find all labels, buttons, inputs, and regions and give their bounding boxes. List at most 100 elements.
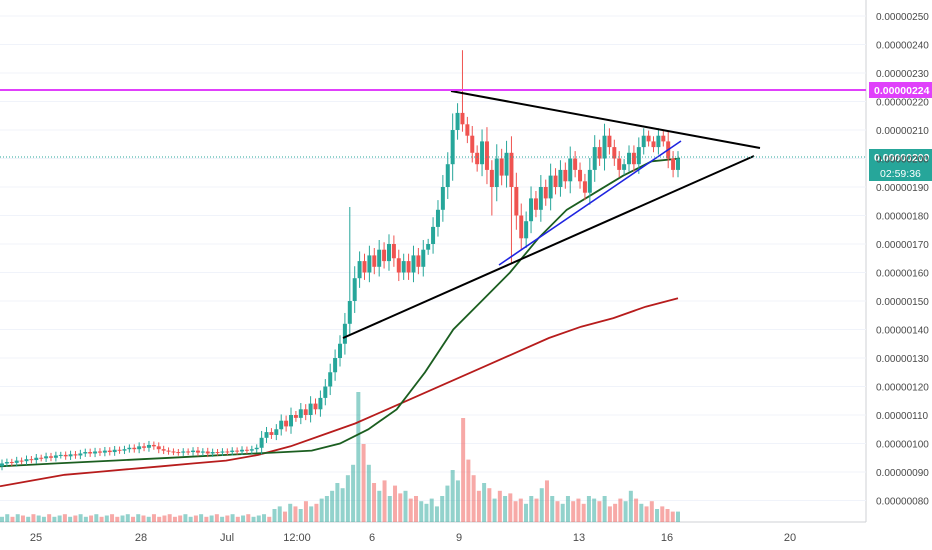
candle-down [416,247,421,275]
volume-bar [141,515,146,522]
candle-up [440,175,445,222]
ma-long-line [0,297,679,488]
candle-down [382,242,387,269]
candle-down [284,415,289,432]
volume-bar [157,516,162,522]
volume-bar [644,506,649,522]
volume-bar [104,515,109,522]
y-tick-label: 0.00000250 [876,12,929,23]
triangle-upper-trendline[interactable] [450,90,761,149]
candle-up [504,140,509,188]
triangle-lower-trendline[interactable] [342,155,755,339]
volume-bar [251,516,256,522]
volume-bar [199,514,204,522]
volume-bar [356,392,361,522]
x-tick-label: Jul [220,532,234,544]
y-tick-label: 0.00000220 [876,98,929,109]
volume-bar [26,516,31,522]
volume-bar [571,501,576,522]
volume-bar [618,498,623,522]
candle-down [671,151,676,178]
candle-up [435,200,440,237]
candle-up [230,447,235,456]
candle-down [156,442,161,454]
candle-up [622,159,627,176]
volume-bar [424,503,429,522]
candle-up [592,135,597,182]
candle-down [612,139,617,166]
volume-bar [655,509,660,522]
candle-up [83,448,88,457]
volume-bar [476,490,481,522]
candle-down [475,145,480,172]
volume-bar [57,515,62,522]
candle-down [553,168,558,195]
volume-bar [303,501,308,522]
volume-bar [131,516,136,522]
x-tick-label: 25 [30,532,42,544]
candle-up [641,128,646,155]
volume-bar [20,515,25,522]
candle-up [146,440,151,452]
candle-up [568,146,573,194]
volume-bar [10,516,15,522]
candle-down [225,448,230,456]
volume-bar [471,475,476,522]
volume-bar [193,515,198,522]
volume-bar [351,464,356,522]
channel-support-line[interactable] [498,140,682,266]
candle-down [372,247,377,275]
candle-up [411,245,416,283]
volume-bar [434,506,439,522]
plot-area[interactable] [0,0,866,522]
candle-up [401,253,406,280]
volume-bar [5,514,10,522]
volume-bar [529,496,534,522]
candle-down [519,203,524,251]
candle-up [656,128,661,155]
volume-bar [413,496,418,522]
last-price-label: 0.00000200 [874,152,930,164]
candle-up [676,151,680,178]
y-tick-label: 0.00000090 [876,468,929,479]
candle-up [494,144,499,202]
candle-down [9,458,14,467]
candle-up [352,266,357,313]
volume-bar [366,464,371,522]
volume-bar [382,480,387,522]
volume-bar [539,488,544,522]
volume-bar [225,515,230,522]
volume-bar [99,516,104,522]
candle-down [293,411,298,422]
y-tick-label: 0.00000240 [876,41,929,52]
candle-down [161,445,166,455]
volume-bar [387,496,392,522]
candle-up [377,240,382,277]
candle-up [529,186,534,234]
candle-up [421,240,426,277]
volume-bar [518,498,523,522]
volume-bar [267,516,272,522]
volume-bar [482,483,487,522]
volume-bar [555,501,560,522]
candle-down [205,447,210,458]
candle-down [484,127,489,185]
candle-up [587,157,592,205]
volume-bar [0,516,4,522]
volume-bar [550,496,555,522]
volume-bar [241,515,246,522]
candle-down [73,451,78,459]
candle-up [127,444,132,453]
candle-up [558,160,563,197]
price-line-badge [869,82,932,98]
candle-up [450,113,455,181]
candle-down [573,151,578,178]
candle-up [112,446,117,456]
y-tick-label: 0.00000120 [876,383,929,394]
candle-down [499,148,504,186]
volume-bar [576,498,581,522]
volume-bar [497,490,502,522]
volume-bar [220,516,225,522]
